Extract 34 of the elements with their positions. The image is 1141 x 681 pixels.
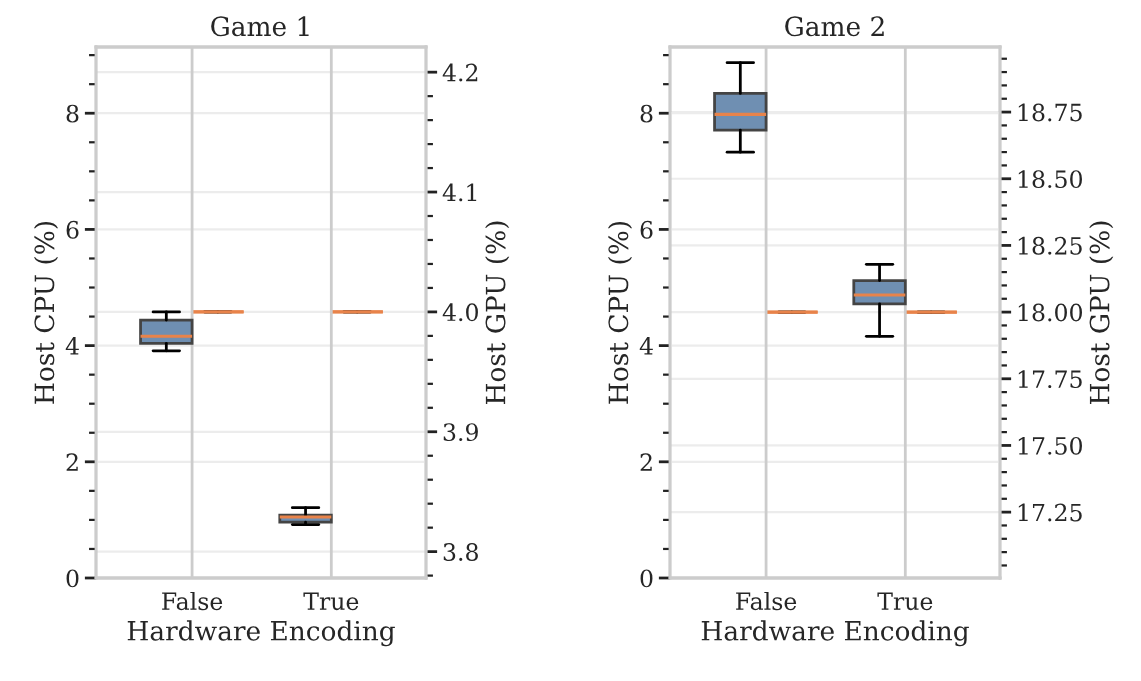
y2-tick-label: 18.50 <box>1018 170 1082 189</box>
y-tick-label: 0 <box>66 569 79 588</box>
x-axis-title: Hardware Encoding <box>701 620 969 647</box>
y2-axis-title: Host GPU (%) <box>1089 221 1114 405</box>
x-tick-label: True <box>303 592 359 611</box>
y-tick-label: 0 <box>640 569 653 588</box>
y2-tick-label: 17.25 <box>1018 503 1082 522</box>
y-tick-label: 8 <box>640 104 653 123</box>
y2-tick-label: 4.1 <box>442 183 477 202</box>
chart-title: Game 1 <box>211 16 309 37</box>
y2-tick-label: 18.75 <box>1018 103 1082 122</box>
y-axis-title: Host CPU (%) <box>33 221 59 404</box>
chart-title: Game 2 <box>785 16 884 37</box>
y-tick-label: 4 <box>65 337 79 355</box>
x-tick-label: False <box>162 591 223 611</box>
x-tick-label: True <box>877 592 933 611</box>
y-axis-title: Host CPU (%) <box>607 221 633 404</box>
y2-axis-title: Host GPU (%) <box>485 221 510 405</box>
y-tick-label: 6 <box>640 220 653 239</box>
y-tick-label: 2 <box>66 453 78 471</box>
y2-tick-label: 4.2 <box>442 63 478 82</box>
y-tick-label: 6 <box>66 220 79 239</box>
y2-tick-label: 3.9 <box>443 423 478 442</box>
y-tick-label: 8 <box>66 104 79 123</box>
y-tick-label: 2 <box>640 453 652 471</box>
y2-tick-label: 17.50 <box>1018 436 1082 455</box>
x-axis-title: Hardware Encoding <box>127 620 395 647</box>
x-tick-label: False <box>736 591 797 611</box>
y2-tick-label: 4.0 <box>442 303 478 322</box>
y2-tick-label: 17.75 <box>1018 370 1082 389</box>
y2-tick-label: 3.8 <box>443 543 478 561</box>
y2-tick-label: 18.00 <box>1018 303 1082 322</box>
y2-tick-label: 18.25 <box>1018 236 1082 255</box>
y-tick-label: 4 <box>639 337 653 355</box>
